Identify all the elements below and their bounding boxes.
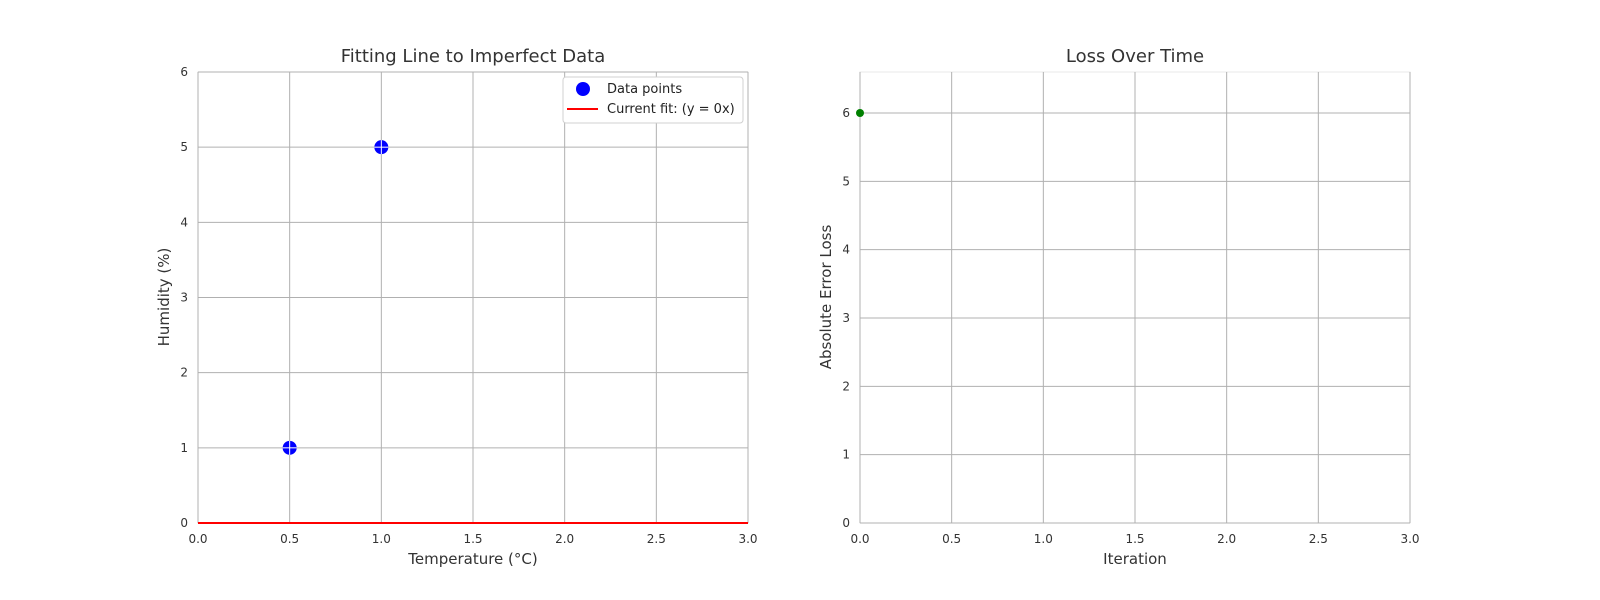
loss-y-tick-label: 1 [842, 448, 850, 462]
fit-legend-marker-data-points [576, 82, 590, 96]
loss-chart-title: Loss Over Time [1066, 46, 1204, 67]
loss-data-point [856, 109, 864, 117]
loss-x-tick-label: 1.5 [1125, 532, 1144, 546]
fit-y-tick-label: 1 [180, 441, 188, 455]
fit-y-axis-label: Humidity (%) [155, 248, 173, 347]
fit-y-tick-label: 4 [180, 215, 188, 229]
fit-x-tick-label: 0.5 [280, 532, 299, 546]
fit-legend-label-current-fit: Current fit: (y = 0x) [607, 102, 735, 117]
fit-x-axis-label: Temperature (°C) [407, 550, 537, 568]
loss-y-tick-label: 5 [842, 174, 850, 188]
fit-x-tick-label: 2.5 [647, 532, 666, 546]
fit-data-marks [198, 140, 748, 524]
loss-x-tick-label: 2.0 [1217, 532, 1236, 546]
loss-chart: 0.0 0.5 1.0 1.5 2.0 2.5 3.0 0 1 2 3 4 5 6 Loss Over T… [817, 46, 1420, 568]
fit-x-tick-label: 2.0 [555, 532, 574, 546]
fit-x-tick-label: 1.0 [372, 532, 391, 546]
fit-legend: Data points Current fit: (y = 0x) [562, 76, 744, 124]
fit-y-tick-label: 2 [180, 366, 188, 380]
fit-tick-labels: 0.0 0.5 1.0 1.5 2.0 2.5 3.0 0 1 2 3 4 5 6 [180, 65, 757, 546]
fit-y-tick-label: 3 [180, 291, 188, 305]
loss-x-tick-label: 1.0 [1034, 532, 1053, 546]
loss-y-tick-label: 2 [842, 379, 850, 393]
fit-y-tick-label: 0 [180, 516, 188, 530]
loss-x-tick-label: 0.0 [850, 532, 869, 546]
loss-y-axis-label: Absolute Error Loss [817, 225, 835, 370]
fit-y-tick-label: 6 [180, 65, 188, 79]
fit-x-tick-label: 3.0 [738, 532, 757, 546]
fit-grid [197, 71, 749, 524]
loss-y-tick-label: 6 [842, 106, 850, 120]
fit-x-tick-label: 0.0 [188, 532, 207, 546]
loss-data-marks [856, 109, 864, 117]
loss-grid [859, 72, 1411, 524]
fit-chart: 0.0 0.5 1.0 1.5 2.0 2.5 3.0 0 1 2 3 4 5 6 Fitting Lin… [155, 46, 758, 568]
loss-x-tick-label: 3.0 [1400, 532, 1419, 546]
loss-x-axis-label: Iteration [1103, 550, 1167, 568]
loss-x-tick-label: 2.5 [1309, 532, 1328, 546]
loss-tick-labels: 0.0 0.5 1.0 1.5 2.0 2.5 3.0 0 1 2 3 4 5 6 [842, 106, 1419, 546]
fit-x-tick-label: 1.5 [463, 532, 482, 546]
fit-legend-label-data-points: Data points [607, 82, 682, 97]
loss-y-tick-label: 4 [842, 243, 850, 257]
loss-y-tick-label: 3 [842, 311, 850, 325]
fit-y-tick-label: 5 [180, 140, 188, 154]
loss-y-tick-label: 0 [842, 516, 850, 530]
fit-chart-title: Fitting Line to Imperfect Data [341, 46, 606, 67]
loss-x-tick-label: 0.5 [942, 532, 961, 546]
fit-legend-box [562, 76, 744, 124]
